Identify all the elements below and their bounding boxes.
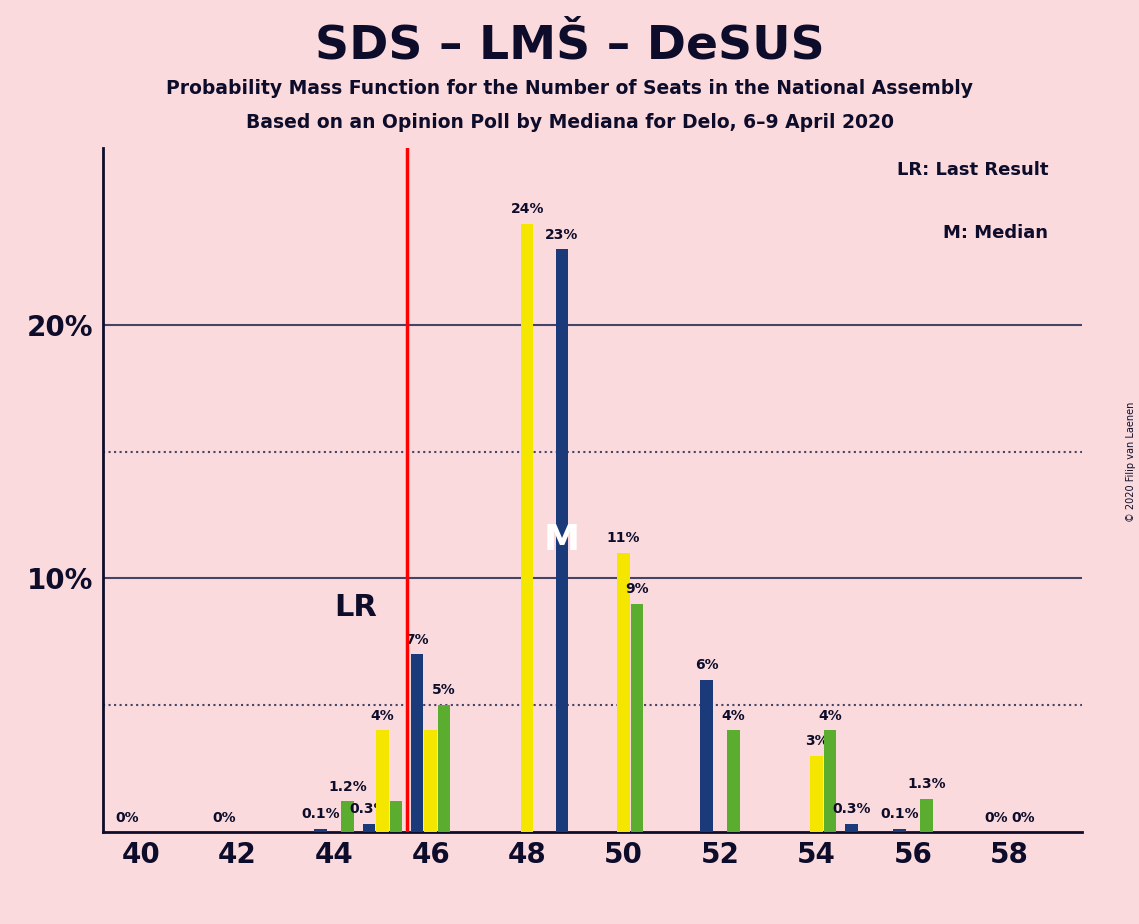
Text: 0%: 0% — [1011, 811, 1035, 825]
Bar — [700, 680, 713, 832]
Bar — [362, 824, 375, 832]
Text: 0.3%: 0.3% — [350, 802, 388, 817]
Bar — [920, 798, 933, 832]
Text: Probability Mass Function for the Number of Seats in the National Assembly: Probability Mass Function for the Number… — [166, 79, 973, 98]
Text: 0.1%: 0.1% — [880, 808, 919, 821]
Text: M: M — [544, 523, 580, 557]
Bar — [521, 224, 533, 832]
Text: 4%: 4% — [722, 709, 746, 723]
Text: 3%: 3% — [805, 734, 828, 748]
Bar — [631, 603, 644, 832]
Text: SDS – LMŠ – DeSUS: SDS – LMŠ – DeSUS — [314, 23, 825, 68]
Text: 7%: 7% — [405, 633, 429, 647]
Text: 4%: 4% — [370, 709, 394, 723]
Bar — [342, 801, 354, 832]
Text: 6%: 6% — [695, 658, 719, 672]
Text: 0%: 0% — [212, 811, 236, 825]
Bar — [845, 824, 858, 832]
Bar — [425, 730, 437, 832]
Text: 9%: 9% — [625, 582, 649, 596]
Bar — [314, 829, 327, 832]
Text: 1.2%: 1.2% — [328, 780, 367, 794]
Text: 24%: 24% — [510, 202, 544, 216]
Text: © 2020 Filip van Laenen: © 2020 Filip van Laenen — [1126, 402, 1136, 522]
Bar — [556, 249, 568, 832]
Bar — [376, 730, 388, 832]
Bar — [893, 829, 906, 832]
Bar — [390, 801, 402, 832]
Text: 0.1%: 0.1% — [302, 808, 339, 821]
Bar — [411, 654, 424, 832]
Text: 5%: 5% — [433, 684, 456, 698]
Bar — [811, 756, 822, 832]
Text: LR: LR — [334, 593, 377, 623]
Text: 4%: 4% — [818, 709, 842, 723]
Text: 23%: 23% — [546, 227, 579, 241]
Bar — [617, 553, 630, 832]
Text: 0%: 0% — [984, 811, 1008, 825]
Text: Based on an Opinion Poll by Mediana for Delo, 6–9 April 2020: Based on an Opinion Poll by Mediana for … — [246, 113, 893, 132]
Bar — [728, 730, 740, 832]
Text: 0.3%: 0.3% — [833, 802, 870, 817]
Text: 1.3%: 1.3% — [908, 777, 947, 791]
Text: M: Median: M: Median — [943, 224, 1048, 242]
Text: 0%: 0% — [116, 811, 139, 825]
Text: 11%: 11% — [607, 531, 640, 545]
Bar — [823, 730, 836, 832]
Bar — [437, 705, 450, 832]
Text: LR: Last Result: LR: Last Result — [896, 161, 1048, 178]
